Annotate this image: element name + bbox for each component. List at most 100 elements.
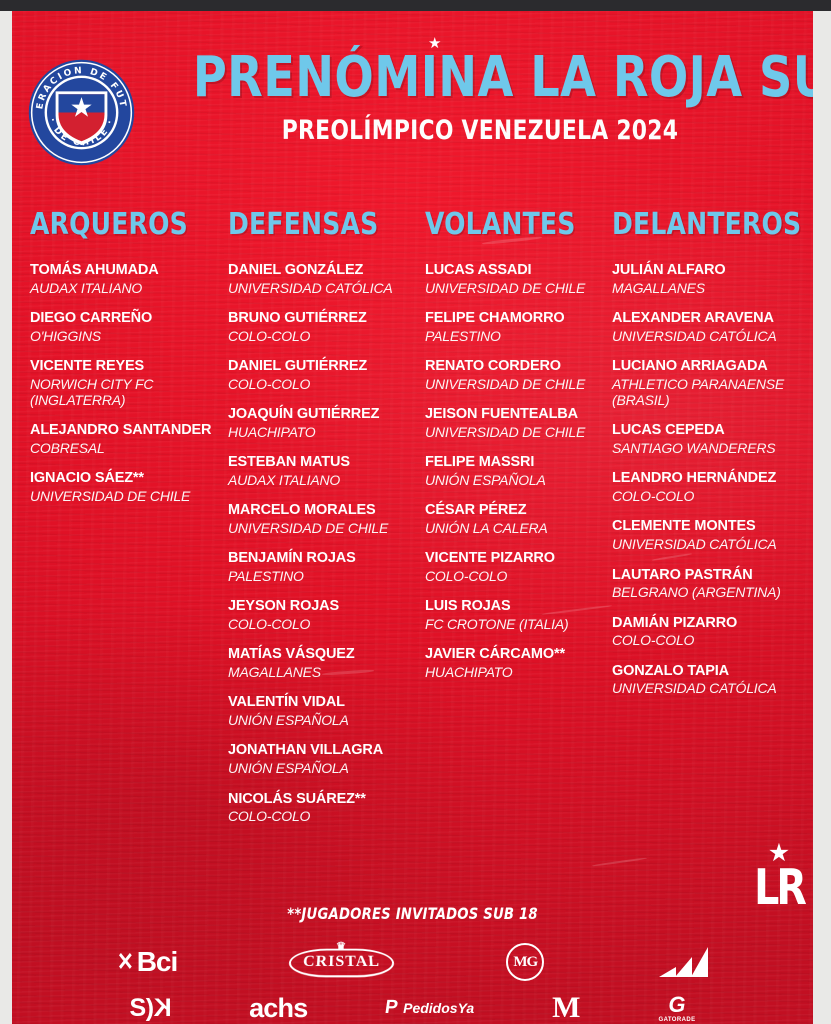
player-club: UNIVERSIDAD DE CHILE xyxy=(30,488,191,505)
player-entry: DAMIÁN PIZARRO COLO-COLO xyxy=(612,615,807,649)
squad-columns: ARQUEROS TOMÁS AHUMADA AUDAX ITALIANO DI… xyxy=(12,207,813,887)
player-entry: LUIS ROJAS FC CROTONE (ITALIA) xyxy=(425,598,615,632)
player-club: UNIVERSIDAD CATÓLICA xyxy=(612,327,777,344)
sponsor-logo-gatorade: G GATORADE xyxy=(659,991,696,1023)
lr-letters: LR xyxy=(754,859,807,917)
sponsor-bar: ✕ Bci ♛ CRISTAL MG xyxy=(12,939,813,1024)
player-entry: LEANDRO HERNÁNDEZ COLO-COLO xyxy=(612,470,807,504)
player-name: ALEXANDER ARAVENA xyxy=(612,310,774,327)
player-club: MAGALLANES xyxy=(228,664,321,681)
player-entry: JONATHAN VILLAGRA UNIÓN ESPAÑOLA xyxy=(228,742,428,776)
column-title: VOLANTES xyxy=(425,207,576,242)
player-entry: FELIPE MASSRI UNIÓN ESPAÑOLA xyxy=(425,454,615,488)
player-club: BELGRANO (ARGENTINA) xyxy=(612,584,781,601)
sponsor-label: achs xyxy=(249,992,308,1023)
player-name: RENATO CORDERO xyxy=(425,358,561,375)
player-club: AUDAX ITALIANO xyxy=(228,472,341,488)
player-entry: JEYSON ROJAS COLO-COLO xyxy=(228,598,428,632)
player-club: UNIVERSIDAD DE CHILE xyxy=(228,520,389,537)
player-name: LUIS ROJAS xyxy=(425,598,511,615)
player-club: UNIÓN LA CALERA xyxy=(425,520,548,537)
player-club: COLO-COLO xyxy=(612,488,695,505)
player-club: ATHLETICO PARANAENSE (BRASIL) xyxy=(612,375,785,409)
chile-federation-crest-icon: FEDERACION DE FUTBOL · DE CHILE · xyxy=(24,55,139,170)
player-club: FC CROTONE (ITALIA) xyxy=(425,616,569,633)
page-subtitle: PREOLÍMPICO VENEZUELA 2024 xyxy=(281,115,679,146)
player-club: HUACHIPATO xyxy=(228,423,316,440)
column-defensas: DEFENSAS DANIEL GONZÁLEZ UNIVERSIDAD CAT… xyxy=(228,207,428,839)
player-entry: JOAQUÍN GUTIÉRREZ HUACHIPATO xyxy=(228,406,428,440)
player-entry: RENATO CORDERO UNIVERSIDAD DE CHILE xyxy=(425,358,615,392)
player-name: IGNACIO SÁEZ** xyxy=(30,470,144,487)
player-entry: DANIEL GONZÁLEZ UNIVERSIDAD CATÓLICA xyxy=(228,262,428,296)
sponsor-logo-mcdonalds: M xyxy=(552,993,580,1023)
player-entry: ALEJANDRO SANTANDER COBRESAL xyxy=(30,422,230,456)
poster-header: FEDERACION DE FUTBOL · DE CHILE · ★ PREN… xyxy=(12,36,813,178)
player-entry: VICENTE REYES NORWICH CITY FC (INGLATERR… xyxy=(30,358,230,408)
player-club: PALESTINO xyxy=(228,568,304,585)
player-name: LAUTARO PASTRÁN xyxy=(612,566,753,583)
player-entry: ALEXANDER ARAVENA UNIVERSIDAD CATÓLICA xyxy=(612,310,807,344)
player-name: MARCELO MORALES xyxy=(228,502,376,519)
player-entry: MATÍAS VÁSQUEZ MAGALLANES xyxy=(228,646,428,680)
player-club: COLO-COLO xyxy=(228,327,311,344)
player-entry: LUCAS ASSADI UNIVERSIDAD DE CHILE xyxy=(425,262,615,296)
player-club: COLO-COLO xyxy=(425,568,508,585)
player-entry: DIEGO CARREÑO O'HIGGINS xyxy=(30,310,230,344)
player-name: VICENTE PIZARRO xyxy=(425,550,555,567)
sponsor-logo-adidas xyxy=(656,945,710,979)
player-name: JULIÁN ALFARO xyxy=(612,262,726,278)
player-name: GONZALO TAPIA xyxy=(612,662,729,679)
player-name: NICOLÁS SUÁREZ** xyxy=(228,790,366,807)
la-roja-monogram: ★ LR xyxy=(750,841,808,913)
player-club: COLO-COLO xyxy=(612,632,695,649)
pedidosya-p-icon: P xyxy=(384,997,400,1018)
sponsor-label: MG xyxy=(513,953,538,970)
player-entry: NICOLÁS SUÁREZ** COLO-COLO xyxy=(228,791,428,825)
player-name: LEANDRO HERNÁNDEZ xyxy=(612,470,777,487)
player-name: VICENTE REYES xyxy=(30,358,145,375)
player-club: UNIVERSIDAD CATÓLICA xyxy=(612,680,777,697)
player-club: MAGALLANES xyxy=(612,279,705,296)
top-dark-strip xyxy=(0,0,831,11)
player-name: MATÍAS VÁSQUEZ xyxy=(228,646,355,663)
player-club: HUACHIPATO xyxy=(425,664,513,681)
player-name: LUCIANO ARRIAGADA xyxy=(612,358,768,375)
player-club: UNIVERSIDAD DE CHILE xyxy=(425,423,586,440)
sponsor-label: PedidosYa xyxy=(403,1000,475,1016)
sponsor-logo-achs: achs xyxy=(249,992,308,1024)
player-name: JEYSON ROJAS xyxy=(228,598,340,615)
player-entry: ESTEBAN MATUS AUDAX ITALIANO xyxy=(228,454,428,488)
sponsor-logo-cristal: ♛ CRISTAL xyxy=(287,939,397,977)
sponsor-label: S xyxy=(129,993,147,1022)
player-entry: DANIEL GUTIÉRREZ COLO-COLO xyxy=(228,358,428,392)
player-club: UNIVERSIDAD DE CHILE xyxy=(425,279,586,296)
player-name: DANIEL GONZÁLEZ xyxy=(228,262,364,278)
player-name: JONATHAN VILLAGRA xyxy=(228,742,384,759)
player-entry: BRUNO GUTIÉRREZ COLO-COLO xyxy=(228,310,428,344)
player-entry: CÉSAR PÉREZ UNIÓN LA CALERA xyxy=(425,502,615,536)
player-entry: JEISON FUENTEALBA UNIVERSIDAD DE CHILE xyxy=(425,406,615,440)
player-entry: MARCELO MORALES UNIVERSIDAD DE CHILE xyxy=(228,502,428,536)
player-name: TOMÁS AHUMADA xyxy=(30,262,159,278)
sponsor-label: CRISTAL xyxy=(302,952,382,970)
sponsor-logo-sky: S) K xyxy=(130,994,172,1023)
player-entry: TOMÁS AHUMADA AUDAX ITALIANO xyxy=(30,262,230,296)
player-club: AUDAX ITALIANO xyxy=(30,279,143,296)
player-club: COLO-COLO xyxy=(228,616,311,633)
player-name: ESTEBAN MATUS xyxy=(228,454,350,471)
poster-canvas: FEDERACION DE FUTBOL · DE CHILE · ★ PREN… xyxy=(12,11,813,1024)
player-entry: VICENTE PIZARRO COLO-COLO xyxy=(425,550,615,584)
column-arqueros: ARQUEROS TOMÁS AHUMADA AUDAX ITALIANO DI… xyxy=(30,207,230,518)
player-club: UNIVERSIDAD DE CHILE xyxy=(425,375,586,392)
player-name: ALEJANDRO SANTANDER xyxy=(30,422,212,439)
player-club: COLO-COLO xyxy=(228,808,311,825)
player-name: FELIPE MASSRI xyxy=(425,454,535,471)
player-entry: GONZALO TAPIA UNIVERSIDAD CATÓLICA xyxy=(612,663,807,697)
player-club: UNIVERSIDAD CATÓLICA xyxy=(612,536,777,553)
gatorade-g-icon: G xyxy=(668,991,686,1017)
player-name: CÉSAR PÉREZ xyxy=(425,502,527,519)
player-club: O'HIGGINS xyxy=(30,327,101,344)
player-name: DAMIÁN PIZARRO xyxy=(612,614,738,631)
